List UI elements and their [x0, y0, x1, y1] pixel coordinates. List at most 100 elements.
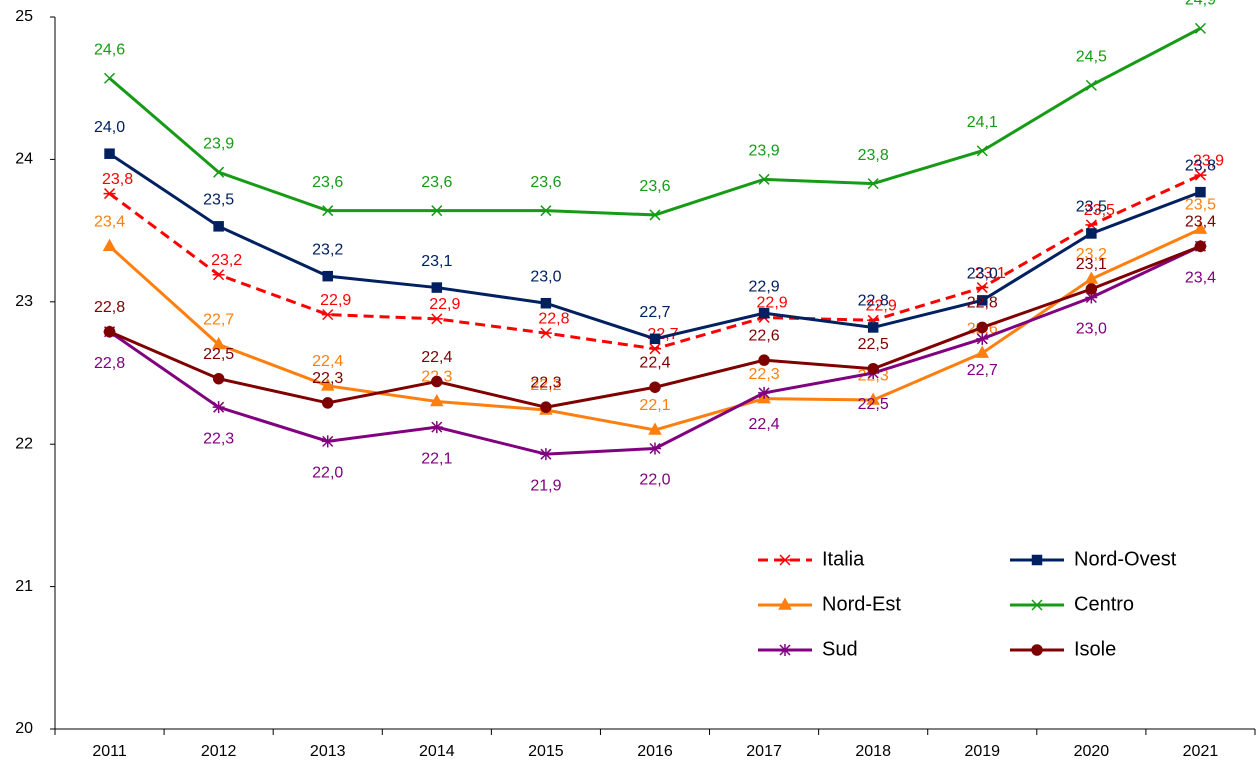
data-label: 23,0: [530, 268, 561, 285]
data-label: 23,5: [203, 192, 234, 209]
x-tick-label: 2016: [637, 743, 673, 760]
data-label: 23,4: [1185, 269, 1216, 286]
data-label: 22,1: [421, 450, 452, 467]
marker: [540, 205, 552, 217]
x-tick-label: 2019: [964, 743, 1000, 760]
data-label: 22,1: [639, 397, 670, 414]
marker: [648, 422, 662, 435]
marker: [1085, 283, 1098, 295]
marker: [104, 148, 115, 159]
marker: [649, 209, 661, 221]
data-label: 23,1: [1076, 256, 1107, 273]
data-label: 23,8: [858, 147, 889, 164]
marker: [540, 297, 552, 309]
legend-label: Isole: [1074, 638, 1116, 660]
legend-marker: [1031, 599, 1043, 611]
data-label: 22,4: [312, 353, 343, 370]
marker: [1085, 79, 1097, 91]
marker: [539, 327, 552, 339]
data-label: 24,0: [94, 119, 125, 136]
marker: [976, 332, 989, 345]
marker: [321, 397, 334, 409]
series-line: [108, 173, 1202, 351]
marker: [977, 295, 988, 306]
data-label: 23,2: [1076, 246, 1107, 263]
data-label: 22,0: [639, 472, 670, 489]
data-label: 21,9: [530, 477, 561, 494]
marker: [867, 362, 879, 375]
data-label: 23,5: [1084, 202, 1115, 219]
x-tick-label: 2013: [310, 743, 346, 760]
marker: [1194, 169, 1207, 181]
marker: [540, 401, 552, 413]
y-tick-label: 25: [15, 8, 33, 25]
data-label: 24,9: [1185, 0, 1216, 9]
data-label: 22,6: [749, 327, 780, 344]
y-tick-label: 22: [15, 435, 33, 452]
marker: [1193, 221, 1208, 234]
marker: [976, 145, 988, 157]
data-label: 22,2: [530, 377, 561, 394]
data-label: 22,9: [749, 278, 780, 295]
data-label: 24,1: [967, 114, 998, 131]
marker: [976, 282, 989, 294]
marker: [1194, 240, 1207, 253]
marker: [431, 205, 443, 217]
marker: [975, 345, 990, 358]
legend-marker: [779, 554, 791, 566]
marker: [430, 313, 443, 325]
marker: [430, 393, 444, 407]
marker: [1194, 22, 1206, 34]
data-label: 22,5: [203, 346, 234, 363]
marker: [758, 307, 770, 319]
legend-label: Sud: [822, 638, 858, 660]
marker: [1086, 228, 1097, 239]
x-tick-label: 2021: [1183, 743, 1219, 760]
data-label: 23,4: [94, 213, 125, 230]
marker: [211, 336, 226, 350]
marker: [104, 72, 116, 84]
marker: [758, 173, 770, 185]
data-label: 23,9: [1193, 152, 1224, 169]
legend-marker: [1031, 554, 1043, 566]
marker: [649, 343, 661, 355]
data-label: 22,5: [858, 396, 889, 413]
marker: [322, 205, 334, 217]
marker: [867, 322, 879, 333]
data-label: 22,3: [749, 366, 780, 383]
legend-label: Italia: [822, 548, 865, 570]
data-label: 23,8: [102, 171, 133, 188]
data-label: 23,5: [1076, 199, 1107, 216]
data-label: 23,1: [421, 253, 452, 270]
data-label: 22,9: [320, 292, 351, 309]
legend-label: Nord-Est: [822, 593, 901, 615]
data-label: 23,0: [1076, 321, 1107, 338]
data-label: 22,4: [421, 349, 452, 366]
marker: [431, 375, 443, 388]
data-label: 22,7: [639, 304, 670, 321]
data-label: 22,8: [94, 355, 125, 372]
marker: [976, 321, 989, 334]
data-label: 24,5: [1076, 49, 1107, 66]
data-label: 23,6: [312, 174, 343, 191]
marker: [213, 166, 225, 178]
data-label: 22,8: [94, 299, 125, 316]
marker: [758, 354, 770, 366]
legend-marker: [1031, 644, 1043, 656]
marker: [431, 282, 443, 293]
data-label: 24,6: [94, 41, 125, 58]
marker: [103, 188, 116, 200]
data-label: 22,7: [203, 312, 234, 329]
marker: [866, 392, 880, 405]
legend-label: Nord-Ovest: [1074, 548, 1177, 570]
marker: [758, 386, 771, 399]
data-label: 23,6: [639, 178, 670, 195]
y-tick-label: 23: [15, 293, 33, 310]
data-label: 23,9: [749, 143, 780, 160]
data-label: 23,0: [967, 266, 998, 283]
data-label: 22,3: [530, 374, 561, 391]
marker: [212, 401, 225, 414]
data-label: 23,5: [1185, 196, 1216, 213]
x-tick-label: 2020: [1074, 743, 1110, 760]
